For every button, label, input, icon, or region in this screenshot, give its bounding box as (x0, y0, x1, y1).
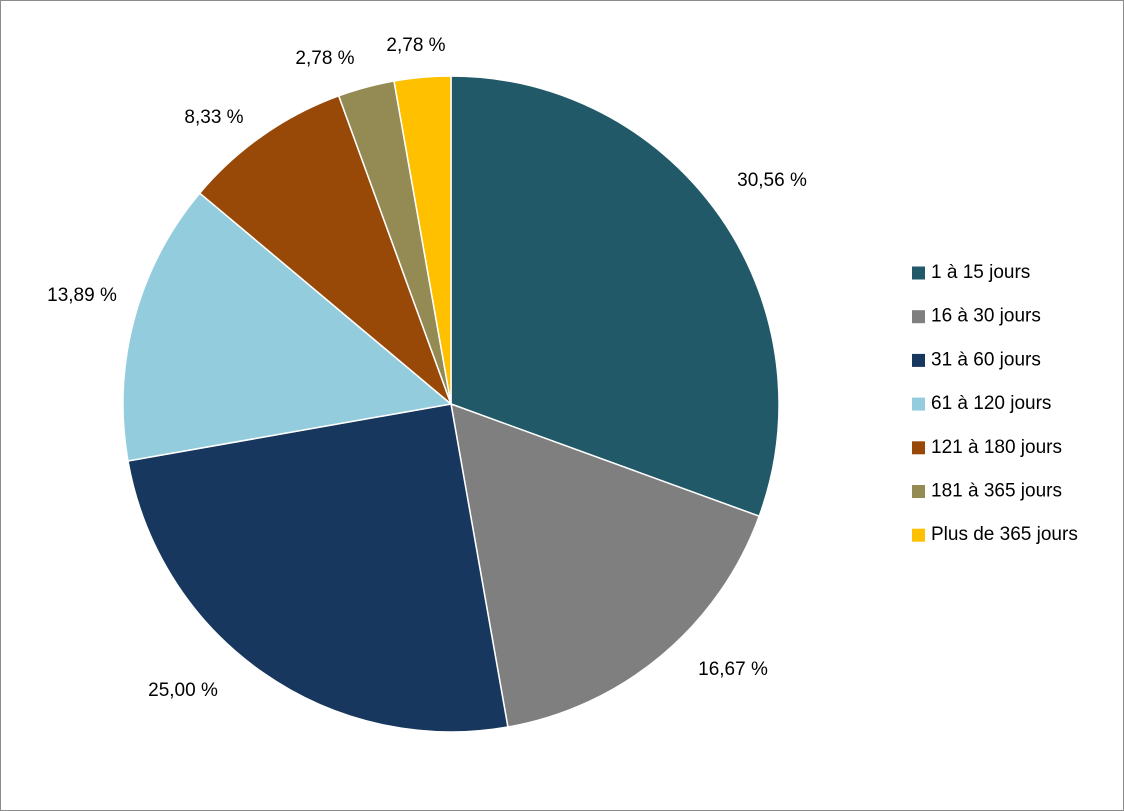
legend-swatch (912, 485, 925, 498)
legend-label: 61 à 120 jours (931, 393, 1051, 414)
pie-slices (122, 75, 780, 733)
legend-item-1-a-15-jours: 1 à 15 jours (912, 262, 1030, 283)
legend-item-plus-de-365-jours: Plus de 365 jours (912, 524, 1078, 545)
legend-swatch (912, 353, 925, 367)
legend-swatch (912, 397, 925, 411)
legend-swatch (912, 528, 925, 542)
data-label-plus-de-365-jours: 2,78 % (386, 35, 445, 56)
legend-label: Plus de 365 jours (931, 524, 1078, 545)
data-label-16-a-30-jours: 16,67 % (698, 659, 768, 680)
legend-label: 1 à 15 jours (931, 262, 1030, 283)
legend-item-16-a-30-jours: 16 à 30 jours (912, 306, 1041, 327)
data-label-1-a-15-jours: 30,56 % (737, 170, 807, 191)
legend-item-61-a-120-jours: 61 à 120 jours (912, 393, 1051, 414)
legend-label: 31 à 60 jours (931, 349, 1041, 370)
data-labels: 30,56 % 16,67 % 25,00 % 13,89 % 8,33 % 2,78 %… (47, 35, 807, 701)
data-label-181-a-365-jours: 2,78 % (295, 48, 354, 69)
data-label-121-a-180-jours: 8,33 % (184, 107, 243, 128)
pie-slice-61-a-120-jours (122, 192, 453, 462)
pie-slice-1-a-15-jours (450, 75, 780, 518)
legend-swatch (912, 441, 925, 455)
pie-slice-121-a-180-jours (198, 94, 453, 407)
legend: 1 à 15 jours 16 à 30 jours 31 à 60 jours 61… (912, 262, 1078, 545)
legend-item-181-a-365-jours: 181 à 365 jours (912, 481, 1062, 502)
legend-item-121-a-180-jours: 121 à 180 jours (912, 437, 1062, 458)
pie-slice-16-a-30-jours (450, 402, 761, 728)
data-label-61-a-120-jours: 13,89 % (47, 285, 117, 306)
data-label-31-a-60-jours: 25,00 % (148, 680, 218, 701)
legend-swatch (912, 266, 925, 280)
pie-slice-31-a-60-jours (127, 403, 509, 733)
pie-slice-plus-de-365-jours (393, 75, 452, 405)
legend-label: 16 à 30 jours (931, 306, 1041, 327)
legend-label: 181 à 365 jours (931, 481, 1062, 502)
legend-swatch (912, 310, 925, 324)
legend-label: 121 à 180 jours (931, 437, 1062, 458)
legend-item-31-a-60-jours: 31 à 60 jours (912, 349, 1041, 370)
